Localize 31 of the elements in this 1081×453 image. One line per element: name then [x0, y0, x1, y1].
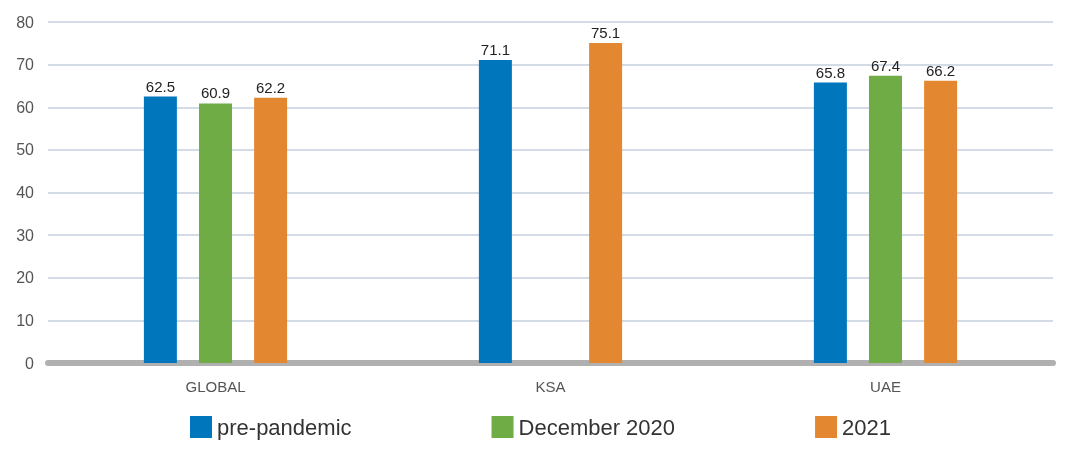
bar [143, 96, 177, 363]
data-label: 60.9 [200, 84, 231, 102]
y-tick-label: 70 [16, 56, 35, 74]
y-tick-label: 50 [16, 141, 35, 159]
legend-label: December 2020 [518, 414, 676, 440]
bar [199, 103, 232, 363]
data-label: 66.2 [926, 61, 956, 79]
data-label: 67.4 [870, 56, 901, 74]
y-tick-label: 20 [16, 269, 35, 287]
legend-label: pre-pandemic [217, 414, 352, 440]
x-tick-label: GLOBAL [185, 378, 246, 395]
legend-label: 2021 [842, 414, 892, 440]
bar [254, 97, 288, 363]
data-label: 62.2 [256, 78, 286, 96]
bar [924, 80, 958, 363]
data-label: 65.8 [815, 63, 845, 81]
y-tick-label: 80 [16, 13, 35, 31]
data-label: 62.5 [145, 77, 175, 95]
y-tick-label: 30 [16, 226, 35, 244]
bar [478, 59, 512, 363]
data-label: 71.1 [480, 40, 510, 58]
y-tick-label: 10 [16, 311, 35, 329]
y-tick-label: 40 [16, 184, 35, 201]
x-tick-label: KSA [535, 378, 566, 395]
bar [813, 82, 847, 363]
bar [869, 75, 902, 363]
x-tick-label: UAE [870, 378, 901, 395]
bar [589, 42, 623, 363]
y-tick-label: 0 [25, 354, 35, 372]
y-tick-label: 60 [16, 98, 35, 116]
data-label: 75.1 [591, 23, 621, 41]
